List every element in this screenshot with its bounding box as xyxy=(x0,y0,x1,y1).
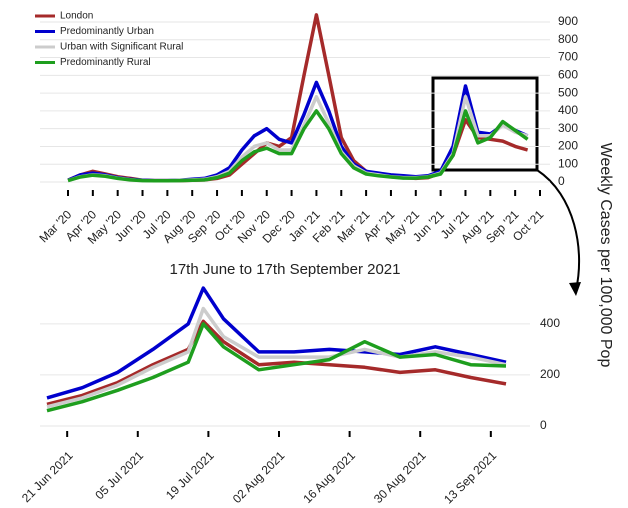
chart-title: 17th June to 17th September 2021 xyxy=(169,261,400,278)
x-tick-label: 05 Jul 2021 xyxy=(92,448,146,502)
x-tick-label: 02 Aug 2021 xyxy=(230,448,288,506)
y-tick-label: 400 xyxy=(558,103,578,117)
y-tick-label: 300 xyxy=(558,121,578,135)
y-tick-label: 800 xyxy=(558,32,578,46)
legend-label: London xyxy=(60,11,93,22)
zoom-box xyxy=(431,76,539,172)
x-tick-label: 19 Jul 2021 xyxy=(163,448,217,502)
y-tick-label: 200 xyxy=(540,367,560,381)
legend-label: Predominantly Rural xyxy=(60,57,151,68)
x-tick-label: 16 Aug 2021 xyxy=(300,448,358,506)
x-tick-label: 13 Sep 2021 xyxy=(441,448,499,506)
y-tick-label: 500 xyxy=(558,85,578,99)
y-tick-label: 100 xyxy=(558,156,578,170)
y-tick-label: 600 xyxy=(558,68,578,82)
legend-label: Urban with Significant Rural xyxy=(60,42,183,53)
y-tick-label: 0 xyxy=(540,418,547,432)
y-tick-label: 200 xyxy=(558,139,578,153)
y-axis-label: Weekly Cases per 100,000 Pop xyxy=(597,143,614,368)
arrow-head xyxy=(569,282,581,296)
x-tick-label: 30 Aug 2021 xyxy=(371,448,429,506)
series-line xyxy=(46,286,507,400)
y-tick-label: 700 xyxy=(558,50,578,64)
zoom-arrow xyxy=(536,169,581,291)
series-line xyxy=(46,322,507,413)
series-line xyxy=(46,319,507,406)
x-tick-label: 21 Jun 2021 xyxy=(19,448,76,505)
y-tick-label: 900 xyxy=(558,14,578,28)
series-line xyxy=(67,109,529,183)
y-tick-label: 400 xyxy=(540,316,560,330)
legend-label: Predominantly Urban xyxy=(60,26,154,37)
y-tick-label: 0 xyxy=(558,174,565,188)
